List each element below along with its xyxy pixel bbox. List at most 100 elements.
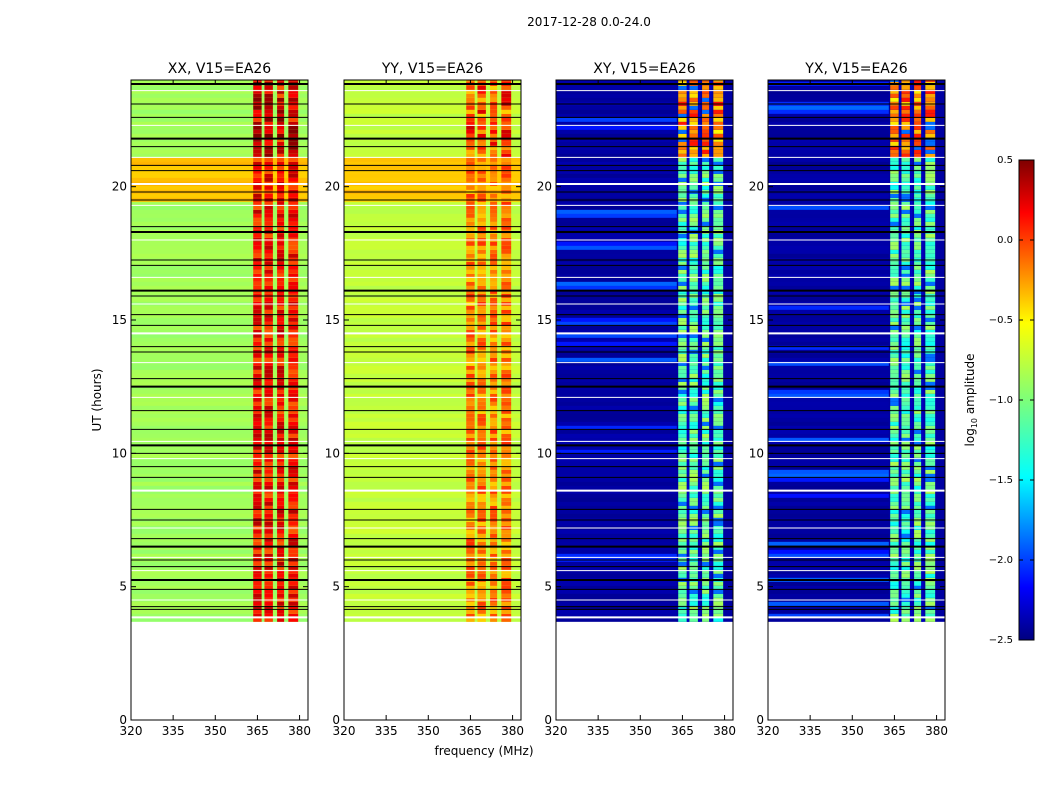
heatmap-cell xyxy=(899,129,902,134)
heatmap-cell xyxy=(709,589,712,594)
heatmap-cell xyxy=(466,333,475,338)
heatmap-cell xyxy=(288,281,299,286)
heatmap-cell xyxy=(253,437,262,442)
heatmap-cell xyxy=(702,365,710,370)
heatmap-cell xyxy=(687,429,690,434)
heatmap-cell xyxy=(702,285,710,290)
heatmap-cell xyxy=(698,429,701,434)
heatmap-cell xyxy=(131,617,253,622)
heatmap-cell xyxy=(899,309,902,314)
heatmap-cell xyxy=(253,569,262,574)
y-tick-label: 0 xyxy=(332,713,340,727)
heatmap-cell xyxy=(713,405,724,410)
heatmap-cell xyxy=(678,177,687,182)
heatmap-cell xyxy=(288,493,299,498)
heatmap-cell xyxy=(925,441,936,446)
heatmap-cell xyxy=(899,353,902,358)
heatmap-cell xyxy=(678,333,687,338)
heatmap-cell xyxy=(501,337,512,342)
heatmap-cell xyxy=(698,253,701,258)
heatmap-cell xyxy=(288,377,299,382)
heatmap-cell xyxy=(344,429,466,434)
heatmap-cell xyxy=(556,157,678,162)
heatmap-cell xyxy=(501,529,512,534)
heatmap-cell xyxy=(687,145,690,150)
heatmap-cell xyxy=(910,249,913,254)
heatmap-cell xyxy=(713,389,724,394)
heatmap-cell xyxy=(910,613,913,618)
heatmap-cell xyxy=(768,325,890,330)
heatmap-cell xyxy=(689,365,698,370)
heatmap-cell xyxy=(890,313,899,318)
heatmap-cell xyxy=(556,405,678,410)
heatmap-cell xyxy=(344,173,466,178)
heatmap-cell xyxy=(768,305,890,310)
heatmap-cell xyxy=(921,509,924,514)
heatmap-cell xyxy=(901,269,910,274)
heatmap-cell xyxy=(914,361,922,366)
heatmap-cell xyxy=(477,501,486,506)
heatmap-cell xyxy=(687,173,690,178)
heatmap-cell xyxy=(921,477,924,482)
heatmap-cell xyxy=(678,521,687,526)
heatmap-cell xyxy=(687,585,690,590)
flag-lines xyxy=(768,83,945,619)
heatmap-cell xyxy=(556,457,678,462)
heatmap-cell xyxy=(921,357,924,362)
heatmap-cell xyxy=(501,465,512,470)
heatmap-cell xyxy=(466,437,475,442)
heatmap-cell xyxy=(702,261,710,266)
heatmap-cell xyxy=(698,473,701,478)
heatmap-cell xyxy=(131,221,253,226)
heatmap-cell xyxy=(890,513,899,518)
heatmap-cell xyxy=(921,133,924,138)
heatmap-cell xyxy=(264,405,273,410)
heatmap-cell xyxy=(698,193,701,198)
heatmap-cell xyxy=(556,121,678,126)
heatmap-cell xyxy=(466,617,475,622)
heatmap-cell xyxy=(687,373,690,378)
heatmap-cell xyxy=(901,285,910,290)
heatmap-cell xyxy=(702,509,710,514)
heatmap-cell xyxy=(768,213,890,218)
heatmap-cell xyxy=(914,249,922,254)
heatmap-cell xyxy=(344,321,466,326)
heatmap-cell xyxy=(466,153,475,158)
heatmap-cell xyxy=(713,561,724,566)
heatmap-cell xyxy=(925,221,936,226)
heatmap-cell xyxy=(687,105,690,110)
heatmap-cell xyxy=(702,485,710,490)
heatmap-cell xyxy=(702,117,710,122)
heatmap-cell xyxy=(556,209,678,214)
heatmap-cell xyxy=(288,93,299,98)
heatmap-cell xyxy=(288,353,299,358)
heatmap-cell xyxy=(899,341,902,346)
heatmap-cell xyxy=(501,269,512,274)
heatmap-cell xyxy=(344,145,466,150)
heatmap-cell xyxy=(678,501,687,506)
heatmap-cell xyxy=(253,457,262,462)
heatmap-cell xyxy=(344,305,466,310)
heatmap-cell xyxy=(277,429,285,434)
heatmap-cell xyxy=(921,317,924,322)
heatmap-cell xyxy=(288,389,299,394)
heatmap-cell xyxy=(921,573,924,578)
heatmap-cell xyxy=(344,609,466,614)
heatmap-cell xyxy=(709,321,712,326)
heatmap-cell xyxy=(490,497,498,502)
heatmap-cell xyxy=(910,457,913,462)
heatmap-cell xyxy=(768,321,890,326)
heatmap-cell xyxy=(698,469,701,474)
heatmap-cell xyxy=(925,309,936,314)
heatmap-cell xyxy=(702,89,710,94)
heatmap-cell xyxy=(288,429,299,434)
heatmap-cell xyxy=(678,609,687,614)
heatmap-cell xyxy=(501,249,512,254)
heatmap-cell xyxy=(768,217,890,222)
heatmap-cell xyxy=(264,453,273,458)
heatmap-cell xyxy=(277,109,285,114)
heatmap-cell xyxy=(131,161,253,166)
heatmap-cell xyxy=(288,469,299,474)
heatmap-cell xyxy=(687,165,690,170)
heatmap-cell xyxy=(253,85,262,90)
